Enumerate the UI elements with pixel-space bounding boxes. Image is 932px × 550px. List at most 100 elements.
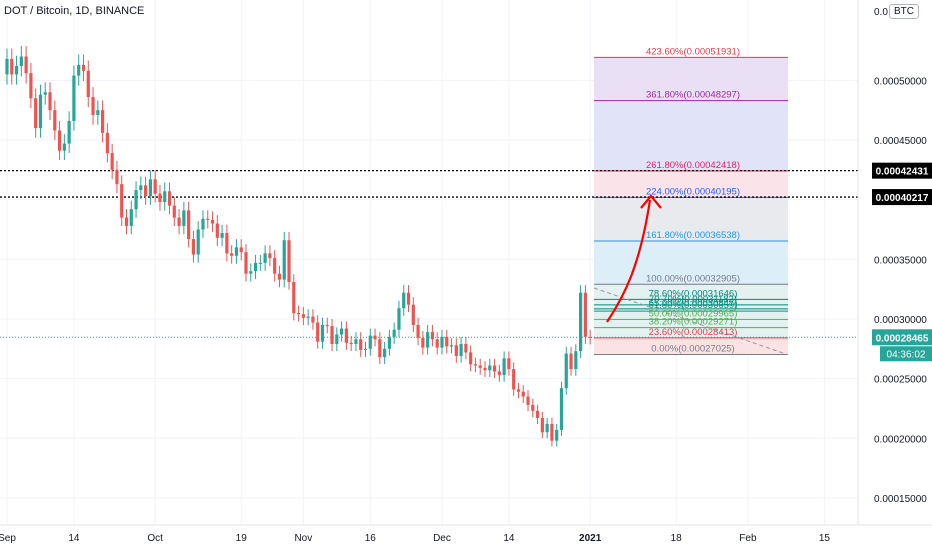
candle-body xyxy=(344,328,348,343)
x-tick-label: 18 xyxy=(671,533,683,544)
fib-level-label: 38.20%(0.00029271) xyxy=(649,317,738,328)
y-tick-label: 0.00025000 xyxy=(874,375,927,386)
candle-body xyxy=(579,292,583,352)
candle-body xyxy=(148,179,152,197)
countdown-tag xyxy=(880,346,932,362)
candle-body xyxy=(383,348,387,358)
candle-body xyxy=(497,371,501,376)
fib-zone xyxy=(594,57,788,101)
fib-level-label: 65.00%(0.00030847) xyxy=(649,298,738,309)
candle-body xyxy=(206,218,210,220)
y-tick-label: 0.00020000 xyxy=(874,434,927,445)
candle-body xyxy=(110,153,114,170)
horizontal-line-price-tag xyxy=(872,162,932,179)
candle-body xyxy=(426,332,430,348)
candle-body xyxy=(378,339,382,358)
candle-body xyxy=(158,193,162,203)
candle-body xyxy=(210,219,215,224)
candle-body xyxy=(43,92,47,95)
x-tick-label: 2021 xyxy=(579,533,602,544)
candle-body xyxy=(492,365,497,372)
candle-body xyxy=(454,345,458,356)
candle-body xyxy=(449,345,454,347)
y-tick-label: 0.00050000 xyxy=(874,76,927,87)
candle-body xyxy=(258,262,262,264)
candle-body xyxy=(335,334,339,345)
candle-body xyxy=(105,132,109,154)
x-tick-label: Dec xyxy=(433,533,451,544)
candle-body xyxy=(387,336,391,349)
fib-zone xyxy=(594,100,788,171)
fib-level-label: 0.00%(0.00027025) xyxy=(651,343,734,354)
x-axis[interactable]: Sep 14 Oct 19 Nov 16 Dec 14 2021 18 Feb 15 xyxy=(0,524,932,550)
candle-body xyxy=(120,184,124,218)
candle-body xyxy=(62,143,66,151)
x-tick-label: 19 xyxy=(236,533,248,544)
fib-level-label: 361.80%(0.00048297) xyxy=(646,90,740,101)
candle-body xyxy=(473,364,478,366)
candle-body xyxy=(191,239,196,255)
candle-body xyxy=(167,191,172,206)
candle-body xyxy=(301,314,305,318)
fib-level-label: 100.00%(0.00032905) xyxy=(646,273,740,284)
fib-zone xyxy=(594,240,788,285)
horizontal-line-price-label: 0.00042431 xyxy=(876,167,929,178)
candle-body xyxy=(48,92,52,111)
currency-badge[interactable]: BTC xyxy=(889,4,919,19)
candle-body xyxy=(306,316,310,318)
candle-body xyxy=(225,233,229,254)
candle-body xyxy=(96,110,100,115)
candle-body xyxy=(244,252,248,274)
candle-body xyxy=(14,66,19,75)
candle-body xyxy=(292,281,296,313)
fib-level-label: 70.70%(0.00031182) xyxy=(649,294,737,305)
x-tick-label: 14 xyxy=(68,533,80,544)
candle-body xyxy=(234,247,239,256)
candles xyxy=(5,46,592,447)
candle-body xyxy=(239,247,243,253)
candle-body xyxy=(445,336,449,347)
candle-body xyxy=(144,185,148,197)
horizontal-lines[interactable]: 0.00042431 0.00040217 xyxy=(0,162,932,206)
candle-body xyxy=(411,304,415,325)
y-tick-label: 0.00035000 xyxy=(874,255,927,266)
candle-body xyxy=(526,396,530,405)
candle-body xyxy=(340,328,344,335)
candle-body xyxy=(516,389,521,392)
fib-level-label: 50.00%(0.00029965) xyxy=(649,308,738,319)
fib-zone xyxy=(594,170,788,198)
candle-body xyxy=(139,185,143,191)
candle-body xyxy=(268,253,272,259)
x-tick-label: Sep xyxy=(0,533,16,544)
candle-body xyxy=(129,209,133,226)
candle-body xyxy=(550,423,554,441)
candle-body xyxy=(392,329,396,337)
x-axis-bg xyxy=(0,525,932,550)
red-arrow-head xyxy=(640,194,662,209)
candle-body xyxy=(230,253,234,256)
x-tick-label: Nov xyxy=(294,533,312,544)
candle-body xyxy=(19,56,23,67)
candle-body xyxy=(101,110,105,133)
candle-body xyxy=(574,351,578,370)
candle-body xyxy=(421,338,425,348)
red-arrow xyxy=(606,199,652,323)
candle-body xyxy=(77,64,81,76)
fib-level-label: 423.60%(0.00051931) xyxy=(646,46,740,57)
candle-body xyxy=(478,365,482,368)
candle-body xyxy=(435,339,439,348)
x-tick-label: Oct xyxy=(147,533,163,544)
candle-body xyxy=(29,73,33,99)
candle-body xyxy=(354,339,358,345)
y-axis[interactable]: 0.00015000 0.00020000 0.00025000 0.00030000… xyxy=(857,0,932,525)
fib-level-label: 161.80%(0.00036538) xyxy=(646,230,740,241)
candle-body xyxy=(296,312,301,315)
candle-body xyxy=(545,423,549,433)
fibonacci-extension[interactable]: 423.60%(0.00051931) 361.80%(0.00048297) 26… xyxy=(593,46,789,356)
fib-zone xyxy=(594,337,788,355)
candle-body xyxy=(483,367,487,371)
candle-body xyxy=(588,336,592,338)
candle-body xyxy=(287,240,291,282)
candle-body xyxy=(311,316,315,323)
